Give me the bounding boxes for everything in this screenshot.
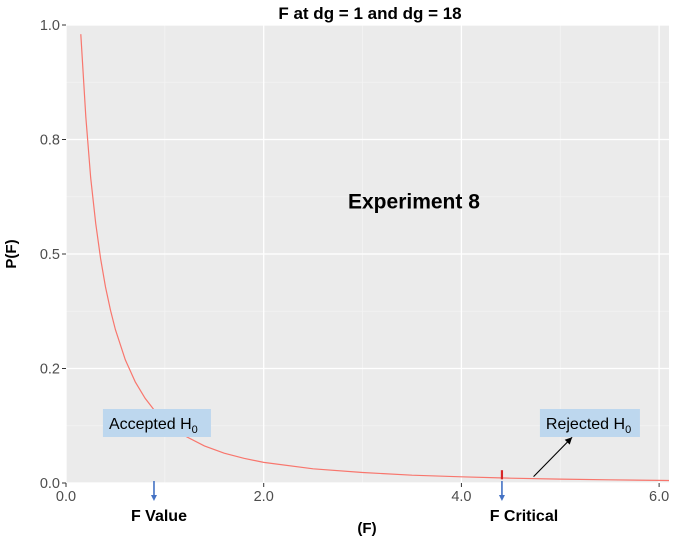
x-axis-title: (F) (357, 520, 376, 537)
y-tick-label: 0.5 (40, 247, 60, 263)
rejected-h0-label-subscript: 0 (625, 424, 631, 436)
accepted-h0-label-main: Accepted H (109, 416, 192, 433)
accepted-h0-label-subscript: 0 (192, 424, 198, 436)
chart-title: F at dg = 1 and dg = 18 (278, 4, 461, 23)
rejected-h0-label: Rejected H0 (546, 416, 631, 436)
grid-major (65, 24, 669, 484)
accepted-h0-box (102, 409, 211, 438)
rejected-h0-box (539, 409, 640, 438)
rejected-h0-label-main: Rejected H (546, 416, 625, 433)
y-tick-label: 0.8 (40, 133, 60, 149)
x-tick-label: 6.0 (649, 489, 669, 505)
f-critical-arrow-head (498, 495, 505, 501)
experiment-label: Experiment 8 (348, 190, 480, 213)
accepted-h0-label: Accepted H0 (109, 416, 198, 436)
y-tick-label: 0.2 (40, 362, 60, 378)
y-tick-label: 0.0 (40, 476, 60, 492)
y-tick-label: 1.0 (40, 18, 60, 34)
rejected-arrow-line (533, 436, 573, 477)
x-tick-label: 4.0 (451, 489, 471, 505)
x-tick-label: 2.0 (254, 489, 274, 505)
x-tick-label: 0.0 (56, 489, 76, 505)
f-value-arrow-head (150, 495, 157, 501)
y-axis-title: P(F) (3, 239, 20, 268)
f-value-label: F Value (131, 508, 187, 525)
axis-layer: 0.0 2.0 4.0 6.0 0.0 0.2 0.5 0.8 1.0 (40, 18, 669, 505)
f-critical-label: F Critical (490, 508, 558, 525)
rejected-arrow-head (564, 437, 573, 445)
